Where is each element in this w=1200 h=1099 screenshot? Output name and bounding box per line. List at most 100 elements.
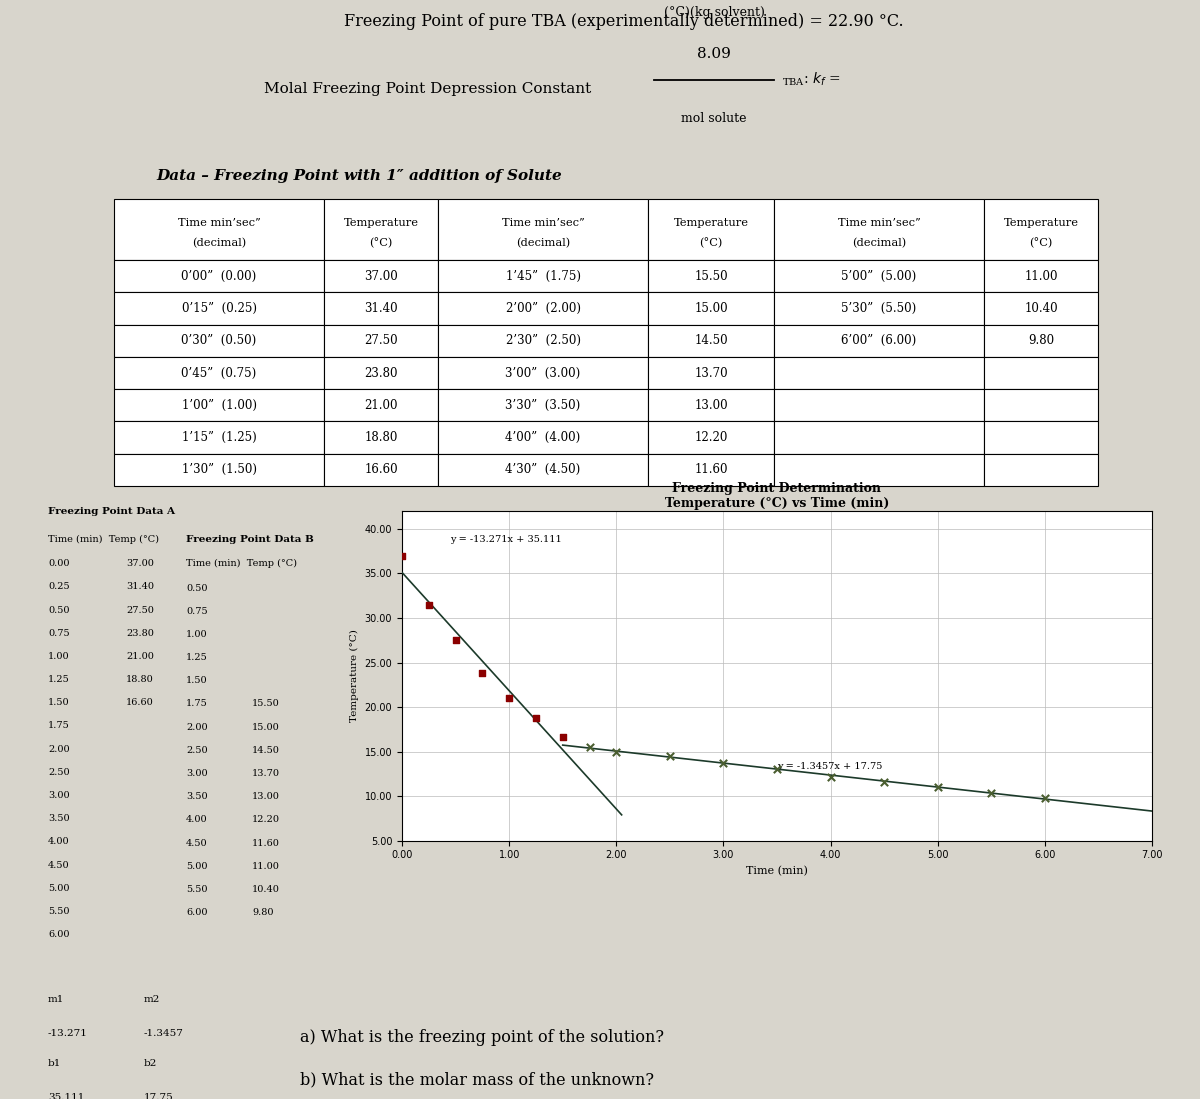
Point — [928, 778, 947, 796]
Text: 1.25: 1.25 — [186, 653, 208, 662]
Bar — [438, 389, 648, 421]
Text: 2’30”  (2.50): 2’30” (2.50) — [505, 334, 581, 347]
Text: 1’00”  (1.00): 1’00” (1.00) — [181, 399, 257, 412]
Text: 11.60: 11.60 — [252, 839, 280, 847]
Text: 5.50: 5.50 — [48, 907, 70, 915]
Text: b) What is the molar mass of the unknown?: b) What is the molar mass of the unknown… — [300, 1072, 654, 1088]
Bar — [324, 357, 438, 389]
Point — [392, 547, 412, 565]
Text: 1’30”  (1.50): 1’30” (1.50) — [181, 464, 257, 477]
Text: 4’30”  (4.50): 4’30” (4.50) — [505, 464, 581, 477]
Text: 14.50: 14.50 — [252, 746, 280, 755]
Bar — [648, 357, 774, 389]
Text: m2: m2 — [144, 996, 161, 1004]
Bar — [324, 454, 438, 486]
Text: 4’00”  (4.00): 4’00” (4.00) — [505, 431, 581, 444]
Text: (°C)(kg solvent): (°C)(kg solvent) — [664, 7, 764, 20]
Text: 15.50: 15.50 — [694, 269, 728, 282]
Point — [419, 597, 438, 614]
Bar — [774, 357, 984, 389]
Text: 1.50: 1.50 — [186, 676, 208, 686]
Bar — [648, 454, 774, 486]
Text: 3.00: 3.00 — [48, 791, 70, 800]
Bar — [438, 454, 648, 486]
Text: 3’30”  (3.50): 3’30” (3.50) — [505, 399, 581, 412]
Text: (°C): (°C) — [700, 237, 722, 248]
Text: 9.80: 9.80 — [252, 908, 274, 917]
Text: 1.75: 1.75 — [48, 721, 70, 731]
Bar — [774, 389, 984, 421]
Text: 2’00”  (2.00): 2’00” (2.00) — [505, 302, 581, 315]
Bar — [438, 259, 648, 292]
Bar — [438, 292, 648, 324]
Text: 2.50: 2.50 — [186, 746, 208, 755]
Text: 13.70: 13.70 — [252, 769, 280, 778]
Text: 3.00: 3.00 — [186, 769, 208, 778]
Bar — [774, 324, 984, 357]
Text: 5.50: 5.50 — [186, 885, 208, 893]
Text: 31.40: 31.40 — [126, 582, 154, 591]
Text: 12.20: 12.20 — [252, 815, 280, 824]
Bar — [438, 357, 648, 389]
Bar — [648, 421, 774, 454]
Text: 4.50: 4.50 — [186, 839, 208, 847]
Text: 0’00”  (0.00): 0’00” (0.00) — [181, 269, 257, 282]
Text: Time (min)  Temp (°C): Time (min) Temp (°C) — [186, 559, 298, 568]
Text: 15.00: 15.00 — [694, 302, 728, 315]
Text: 0’15”  (0.25): 0’15” (0.25) — [181, 302, 257, 315]
Bar — [324, 421, 438, 454]
Text: 2.00: 2.00 — [186, 723, 208, 732]
Bar — [438, 199, 648, 259]
Text: 2.50: 2.50 — [48, 768, 70, 777]
Bar — [114, 324, 324, 357]
Bar — [438, 324, 648, 357]
Text: 6.00: 6.00 — [186, 908, 208, 917]
Point — [527, 709, 546, 726]
Text: 9.80: 9.80 — [1028, 334, 1054, 347]
Text: 13.00: 13.00 — [694, 399, 728, 412]
Text: 10.40: 10.40 — [1024, 302, 1058, 315]
Text: 12.20: 12.20 — [695, 431, 727, 444]
Bar — [648, 389, 774, 421]
Text: y = -13.271x + 35.111: y = -13.271x + 35.111 — [450, 535, 562, 544]
Text: 35.111: 35.111 — [48, 1092, 84, 1099]
Text: 5.00: 5.00 — [186, 862, 208, 870]
Bar — [774, 199, 984, 259]
Bar — [774, 259, 984, 292]
Text: 4.50: 4.50 — [48, 861, 70, 869]
Text: a) What is the freezing point of the solution?: a) What is the freezing point of the sol… — [300, 1029, 664, 1046]
Text: Temperature: Temperature — [1003, 218, 1079, 227]
Bar — [114, 292, 324, 324]
Text: Temperature: Temperature — [673, 218, 749, 227]
Text: Molal Freezing Point Depression Constant: Molal Freezing Point Depression Constant — [264, 82, 592, 97]
Text: 17.75: 17.75 — [144, 1092, 174, 1099]
Text: 0.00: 0.00 — [48, 559, 70, 568]
Text: Time (min)  Temp (°C): Time (min) Temp (°C) — [48, 535, 158, 544]
Bar — [114, 259, 324, 292]
Text: 6.00: 6.00 — [48, 930, 70, 939]
Text: 23.80: 23.80 — [126, 629, 154, 637]
Text: 16.60: 16.60 — [126, 698, 154, 708]
Text: 31.40: 31.40 — [364, 302, 398, 315]
Text: 11.00: 11.00 — [252, 862, 280, 870]
Point — [553, 729, 572, 746]
Text: 1’45”  (1.75): 1’45” (1.75) — [505, 269, 581, 282]
Bar — [114, 199, 324, 259]
Text: 0.75: 0.75 — [186, 607, 208, 615]
Bar — [984, 357, 1098, 389]
Text: 0.25: 0.25 — [48, 582, 70, 591]
Text: 10.40: 10.40 — [252, 885, 280, 893]
Text: (decimal): (decimal) — [192, 237, 246, 247]
Text: Freezing Point of pure TBA (experimentally determined) = 22.90 °C.: Freezing Point of pure TBA (experimental… — [344, 13, 904, 30]
Text: Temperature: Temperature — [343, 218, 419, 227]
Text: 4.00: 4.00 — [48, 837, 70, 846]
Text: b2: b2 — [144, 1059, 157, 1068]
Text: Freezing Point Data B: Freezing Point Data B — [186, 535, 314, 544]
Point — [473, 665, 492, 682]
Text: 0’45”  (0.75): 0’45” (0.75) — [181, 366, 257, 379]
Text: 27.50: 27.50 — [126, 606, 154, 614]
Bar — [114, 454, 324, 486]
Bar — [438, 421, 648, 454]
Text: y = -1.3457x + 17.75: y = -1.3457x + 17.75 — [778, 763, 882, 771]
Bar — [984, 454, 1098, 486]
